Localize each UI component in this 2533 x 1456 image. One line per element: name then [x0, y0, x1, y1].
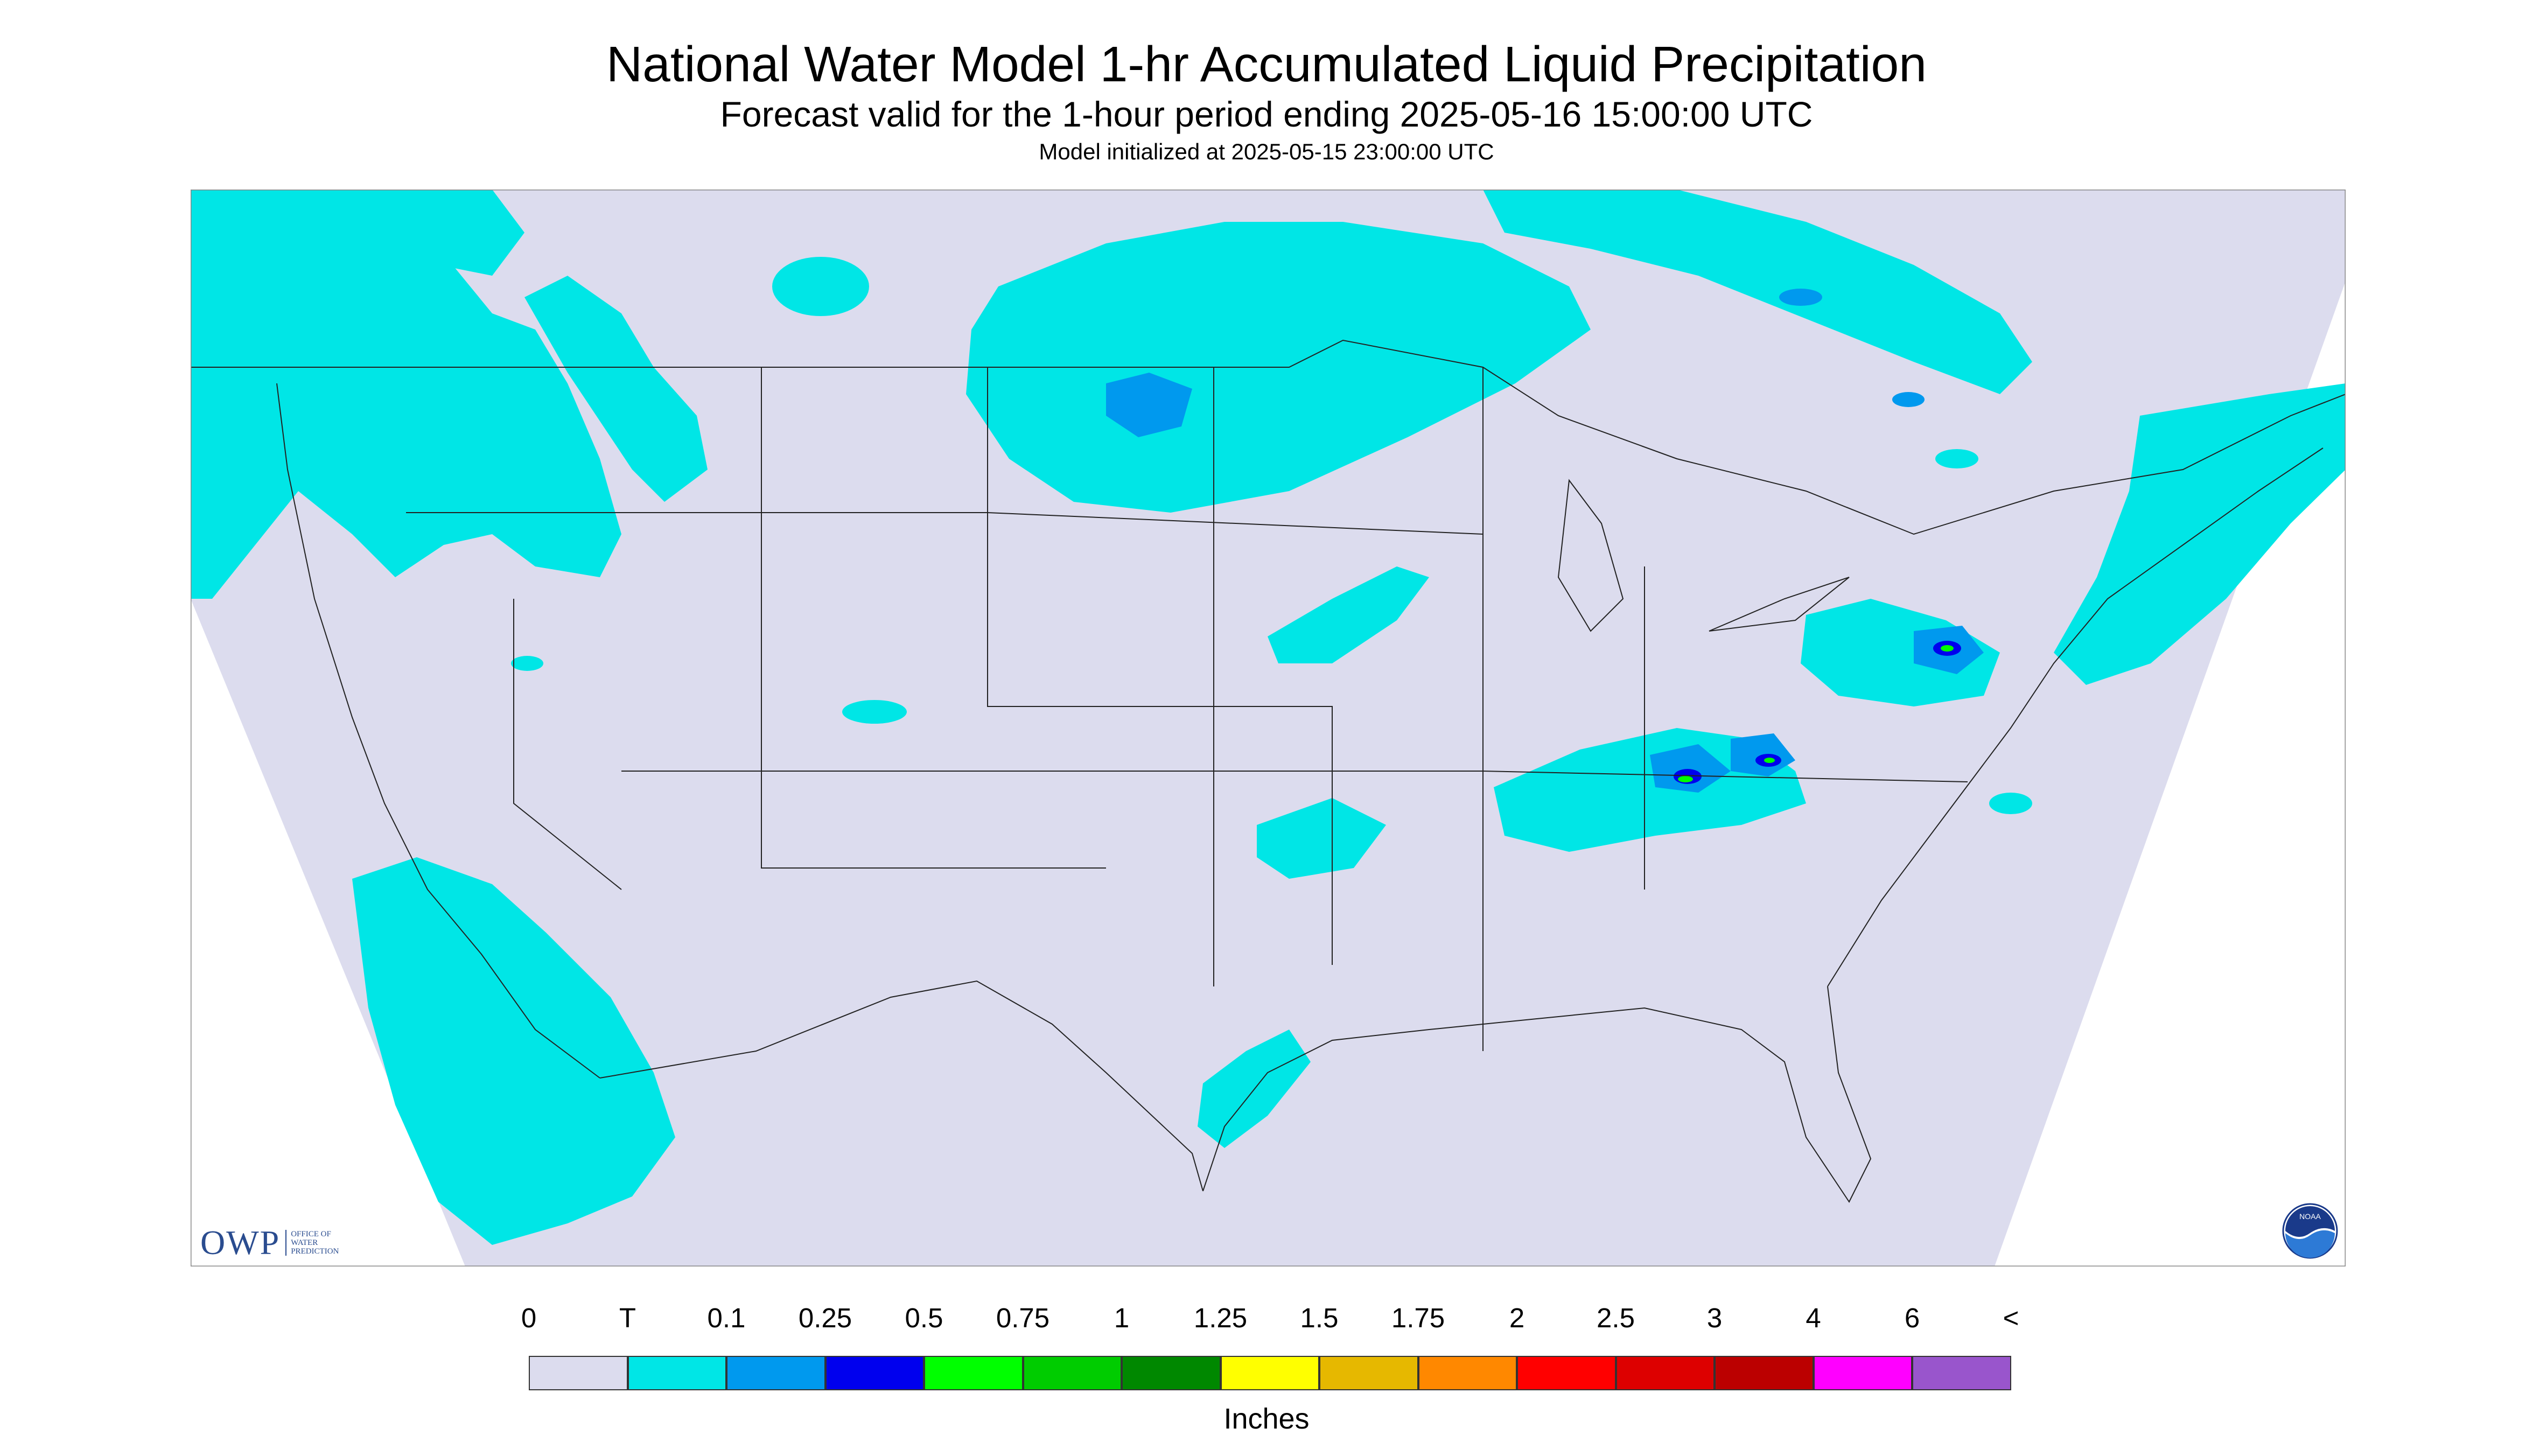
legend-label: 1 [1114, 1303, 1130, 1333]
legend-label: 2.5 [1597, 1303, 1635, 1333]
precip-blob-colorado [842, 700, 907, 724]
owp-subtext-line-3: PREDICTION [291, 1247, 339, 1256]
great-lakes-michigan [1557, 479, 1624, 632]
precip-area-idaho [524, 276, 708, 502]
tenth-inch-precip-areas [1106, 289, 1984, 793]
model-init-line: Model initialized at 2025-05-15 23:00:00… [1039, 139, 1494, 164]
legend-label: 0.5 [905, 1303, 943, 1333]
legend-swatch [1023, 1356, 1122, 1390]
legend-swatch [1715, 1356, 1814, 1390]
legend-swatch [825, 1356, 924, 1390]
legend-label: 1.25 [1193, 1303, 1248, 1333]
legend-label: 3 [1706, 1303, 1723, 1333]
precip-area-arkansas [1257, 798, 1386, 879]
precip-half-tennessee [1764, 758, 1775, 763]
legend-label: 6 [1904, 1303, 1920, 1333]
legend-swatch [1912, 1356, 2011, 1390]
legend-units: Inches [1223, 1403, 1310, 1435]
precip-area-midwest [1268, 566, 1429, 663]
legend-swatch [1319, 1356, 1418, 1390]
legend-label: 0.25 [798, 1303, 852, 1333]
noaa-logo-text: NOAA [2299, 1212, 2321, 1221]
map-subtitle: Forecast valid for the 1-hour period end… [720, 94, 1813, 134]
state-line-7 [406, 512, 1484, 535]
trace-precip-areas [191, 190, 2346, 1245]
state-line-5 [513, 599, 622, 890]
precip-area-bc [320, 190, 524, 276]
owp-logo-subtext: OFFICE OF WATER PREDICTION [285, 1230, 339, 1256]
legend-swatch [924, 1356, 1023, 1390]
legend-label: 1.5 [1300, 1303, 1339, 1333]
boundaries [191, 339, 2346, 1203]
precip-tenth-kentucky [1650, 744, 1731, 793]
precip-half-kentucky [1678, 776, 1693, 782]
map-title: National Water Model 1-hr Accumulated Li… [606, 36, 1927, 92]
great-lakes-erie [1709, 577, 1850, 632]
precip-blob-nevada [511, 656, 543, 671]
state-line-1 [987, 367, 1333, 965]
legend-swatch [1220, 1356, 1319, 1390]
model-domain [191, 190, 2346, 1266]
precipitation-map [191, 190, 2346, 1266]
precip-tenth-quebec [1892, 392, 1925, 407]
precip-area-canada-band [1483, 190, 2032, 394]
legend-swatch [1517, 1356, 1616, 1390]
legend-label: 0.1 [707, 1303, 746, 1333]
gulf-coastline [1202, 986, 1872, 1203]
state-line-2 [761, 367, 1106, 869]
legend-swatch [1122, 1356, 1221, 1390]
owp-subtext-line-1: OFFICE OF [291, 1230, 331, 1238]
precip-half-pennsylvania [1941, 645, 1954, 652]
west-coastline [276, 383, 600, 1079]
us-mexico-border [599, 980, 1203, 1192]
legend-swatch [1813, 1356, 1912, 1390]
precip-blob-ontario [1935, 449, 1978, 468]
owp-logo: OWP OFFICE OF WATER PREDICTION [200, 1221, 339, 1264]
legend-swatch [1418, 1356, 1517, 1390]
legend-label: 2 [1509, 1303, 1525, 1333]
precip-blob-nd-north [772, 257, 869, 316]
east-coastline [1827, 447, 2324, 987]
precip-area-socal-pacific [352, 857, 675, 1245]
legend-swatch [726, 1356, 825, 1390]
legend-label: 0 [521, 1303, 537, 1333]
precip-tenth-ontario [1779, 289, 1822, 306]
half-inch-precip-areas [1678, 645, 1954, 782]
legend-swatch [529, 1356, 628, 1390]
legend-label: 0.75 [996, 1303, 1050, 1333]
us-canada-border [191, 339, 2346, 535]
precip-tenth-dakotas [1106, 373, 1192, 437]
legend-label: T [619, 1303, 636, 1333]
legend-swatch [627, 1356, 726, 1390]
precip-area-pennsylvania [1801, 599, 2000, 706]
state-line-8 [621, 771, 1968, 782]
owp-logo-text: OWP [200, 1223, 281, 1262]
precip-blob-gulf [1989, 793, 2032, 814]
precip-area-pacific-northwest [191, 190, 621, 599]
precip-area-ohio-valley [1494, 728, 1806, 852]
legend-swatch [1615, 1356, 1715, 1390]
owp-subtext-line-2: WATER [291, 1238, 318, 1247]
legend-label: 4 [1806, 1303, 1821, 1333]
noaa-logo: NOAA [2282, 1203, 2338, 1259]
legend-label: < [2003, 1303, 2019, 1333]
precip-area-new-england [2054, 383, 2346, 685]
legend-label: 1.75 [1391, 1303, 1445, 1333]
